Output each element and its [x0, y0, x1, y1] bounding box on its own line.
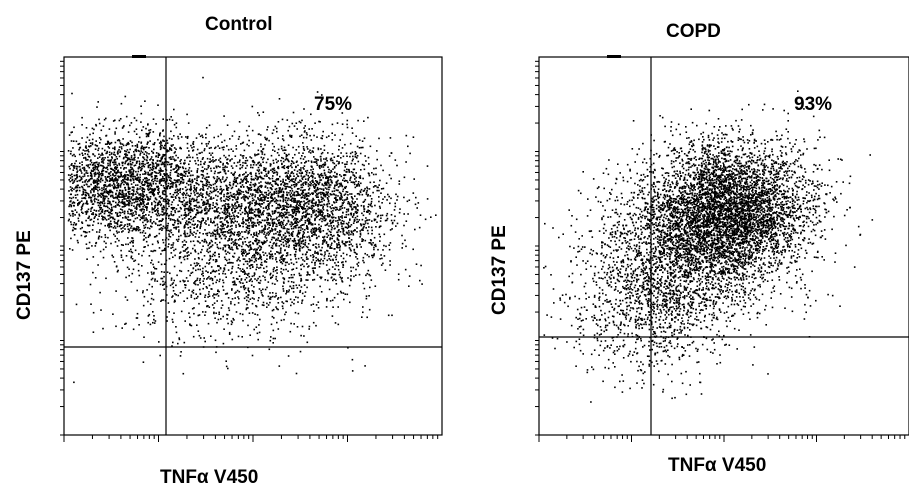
copd-plot: 93% [535, 55, 909, 442]
control-x-axis-label: TNFα V450 [160, 467, 259, 488]
scatter-points [67, 76, 437, 384]
top-marker [607, 55, 621, 58]
scatter-points [543, 90, 874, 403]
quadrant-percent-label: 75% [314, 94, 352, 115]
y-axis-ticks [535, 60, 539, 436]
control-y-axis-label: CD137 PE [14, 230, 35, 320]
copd-y-axis-label: CD137 PE [489, 225, 510, 315]
control-title: Control [205, 14, 273, 35]
copd-title: COPD [666, 21, 721, 42]
copd-x-axis-label: TNFα V450 [668, 455, 767, 476]
control-plot: 75% [60, 55, 443, 442]
x-axis-ticks [63, 435, 439, 442]
quadrant-percent-label: 93% [794, 94, 832, 115]
x-axis-ticks [538, 435, 906, 442]
y-axis-ticks [60, 60, 64, 436]
top-marker [132, 55, 146, 58]
